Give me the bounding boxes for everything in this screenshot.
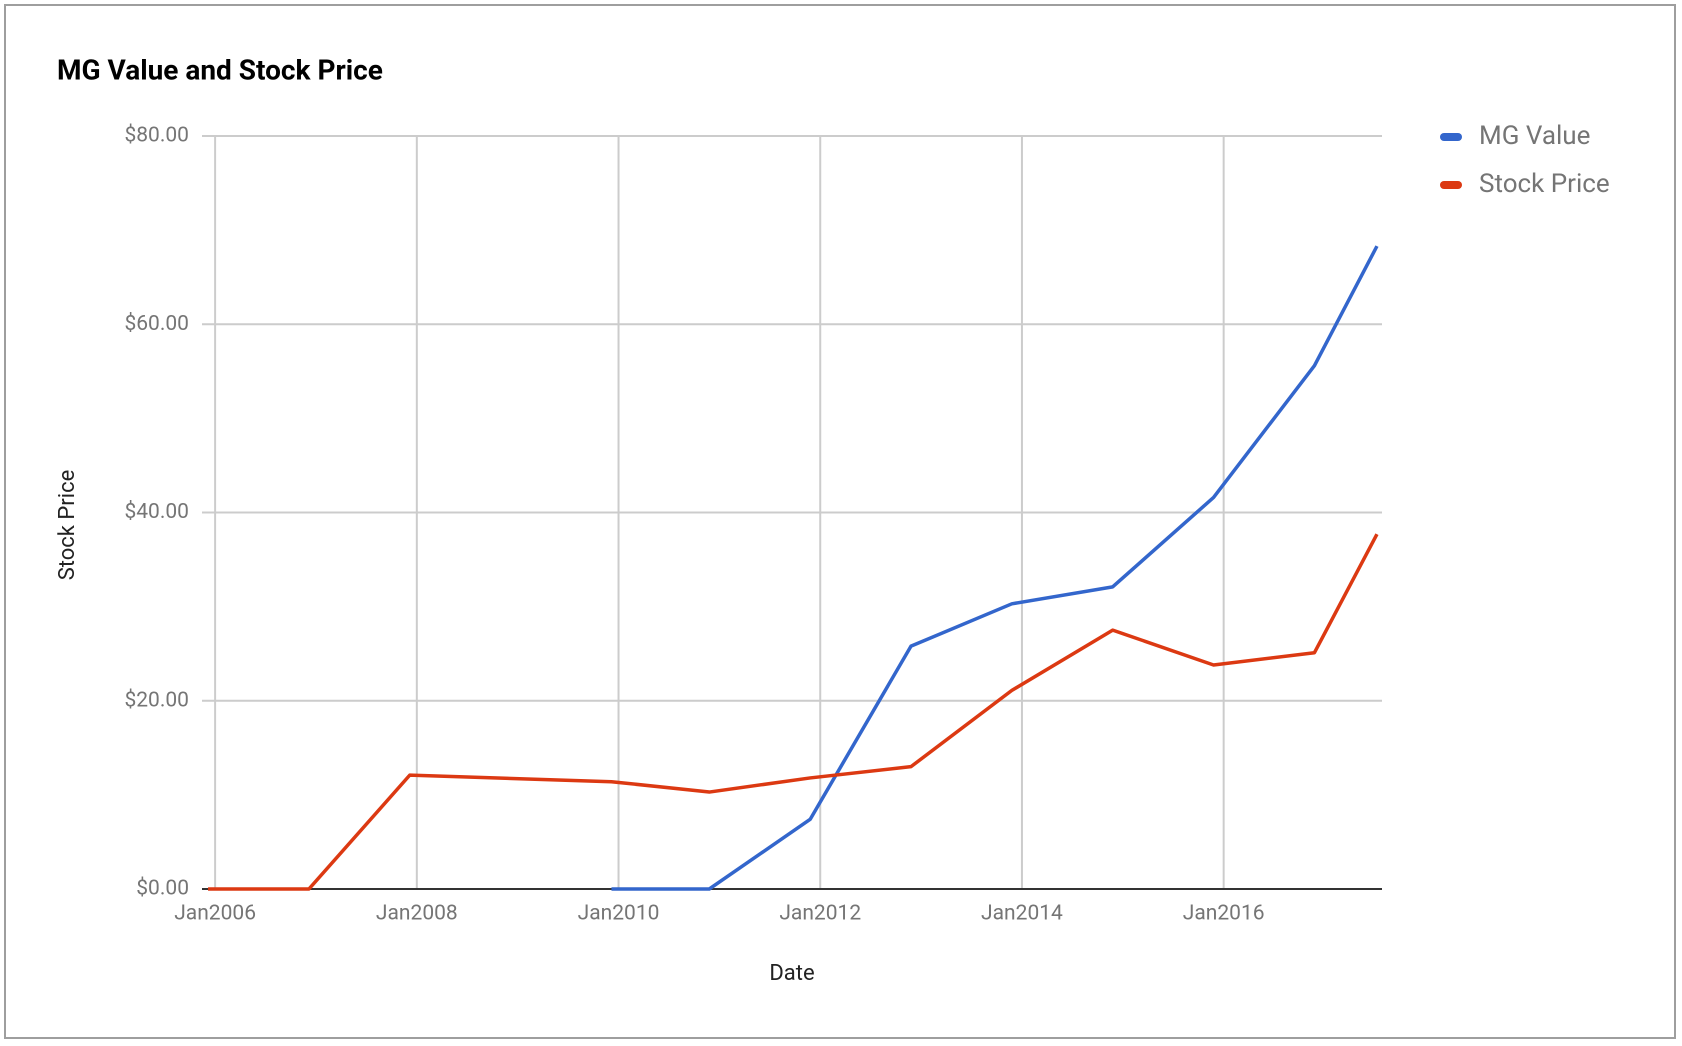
x-tick-label: Jan2010: [578, 902, 660, 926]
chart-title: MG Value and Stock Price: [57, 53, 383, 86]
x-tick-label: Jan2006: [174, 902, 256, 926]
x-axis-title: Date: [769, 961, 814, 986]
series-line: [611, 245, 1379, 891]
chart-frame: [4, 4, 1676, 1039]
y-tick-label: $40.00: [124, 500, 189, 524]
x-tick-label: Jan2012: [779, 902, 861, 926]
legend-label: MG Value: [1479, 121, 1590, 151]
y-tick-label: $60.00: [124, 312, 189, 336]
x-tick-label: Jan2014: [981, 902, 1063, 926]
x-tick-label: Jan2016: [1183, 902, 1265, 926]
legend-label: Stock Price: [1479, 169, 1610, 199]
y-axis-title: Stock Price: [55, 470, 80, 581]
y-tick-label: $20.00: [124, 688, 189, 712]
y-tick-label: $80.00: [124, 124, 189, 148]
y-tick-label: $0.00: [136, 877, 189, 901]
x-tick-label: Jan2008: [376, 902, 458, 926]
series-line: [208, 533, 1379, 891]
